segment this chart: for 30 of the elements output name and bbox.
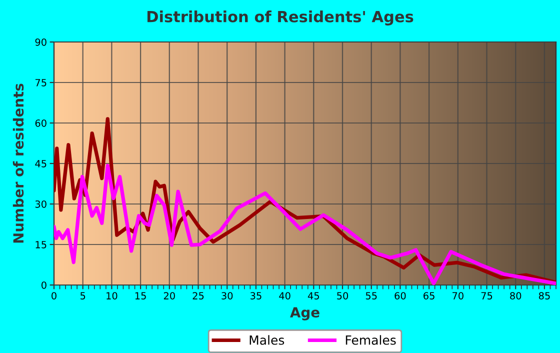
y-tick-label: 60 [35, 119, 46, 127]
legend-label: Females [346, 335, 396, 345]
x-tick-label: 50 [337, 292, 348, 300]
y-tick-label: 90 [35, 38, 46, 46]
y-tick-label: 15 [36, 241, 46, 248]
x-tick-label: 5 [80, 292, 86, 300]
y-tick-label: 75 [35, 79, 46, 86]
x-tick-label: 80 [510, 292, 522, 300]
chart-title: Distribution of Residents' Ages [147, 10, 414, 26]
x-tick-label: 65 [424, 292, 434, 300]
x-tick-label: 0 [52, 292, 56, 300]
y-tick-label: 0 [42, 281, 46, 289]
x-tick-label: 35 [250, 292, 262, 300]
x-tick-label: 45 [308, 292, 319, 300]
x-tick-label: 10 [106, 292, 118, 300]
legend-label: Males [250, 335, 284, 345]
x-tick-label: 15 [135, 292, 146, 300]
x-tick-label: 25 [192, 292, 204, 300]
x-tick-label: 70 [452, 292, 464, 300]
x-tick-label: 60 [394, 292, 406, 300]
y-tick-label: 30 [35, 200, 46, 208]
x-tick-label: 30 [222, 292, 233, 300]
x-tick-label: 75 [481, 292, 492, 300]
x-tick-label: 55 [366, 292, 377, 300]
y-tick-label: 45 [35, 160, 46, 168]
x-tick-label: 20 [164, 292, 175, 300]
x-tick-label: 40 [279, 292, 290, 300]
x-tick-label: 85 [538, 292, 550, 300]
y-axis-title: Number of residents [12, 84, 24, 243]
x-axis-title: Age [290, 307, 320, 320]
